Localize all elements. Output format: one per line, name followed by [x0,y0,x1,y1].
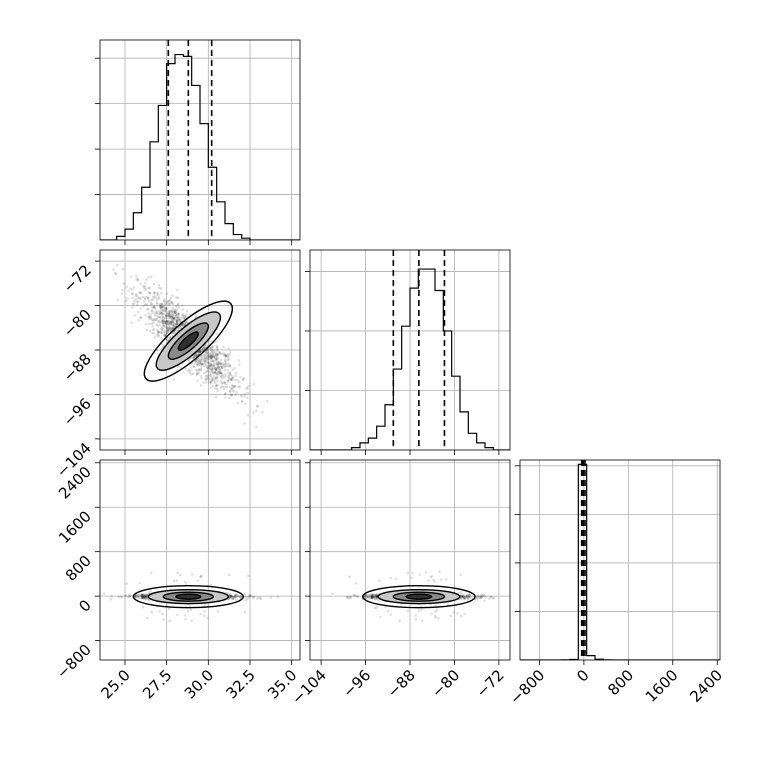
x-tick-label: 25.0 [97,666,133,702]
density-layer [102,571,280,623]
y-tick-label: 1600 [55,507,95,547]
x-tick-label: −96 [339,666,374,701]
x-tick-label: −104 [288,666,330,708]
histogram-step-line [520,463,720,660]
contour-level-0 [143,300,234,382]
contour-level-0 [361,584,476,609]
density-layer [100,250,269,429]
panel-frame [309,459,511,661]
histogram-panel-2 [515,459,721,665]
histogram-step-line [310,268,510,450]
y-tick-label: −80 [60,306,95,341]
x-tick-label: −800 [506,666,548,708]
density-panel-1-2 [305,459,511,665]
histogram-step-line [100,53,300,240]
y-tick-label: −96 [60,395,95,430]
contour-level-3 [177,331,200,351]
x-tick-label: 27.5 [139,666,175,702]
x-tick-label: 32.5 [222,666,258,702]
y-tick-label: 0 [75,596,94,615]
x-tick-label: 30.0 [181,666,217,702]
histogram-panel-1 [305,249,511,455]
x-tick-label: −88 [384,666,419,701]
density-layer [331,570,510,623]
x-tick-label: −72 [473,666,508,701]
panel-frame [99,39,301,241]
y-tick-label: −72 [60,261,95,296]
density-panel-0-1 [95,249,301,455]
panel-frame [99,459,301,661]
histogram-panel-0 [95,39,301,245]
y-tick-label: −88 [60,350,95,385]
density-panel-0-2 [95,459,301,665]
x-tick-label: 800 [604,666,637,699]
y-tick-label: 800 [62,552,95,585]
x-tick-label: 1600 [642,666,682,706]
panel-frame [519,459,721,661]
y-tick-label: −800 [53,641,95,683]
x-tick-label: −80 [428,666,463,701]
contour-level-3 [405,593,433,600]
x-tick-label: 2400 [686,666,726,706]
panel-frame [309,249,511,451]
contour-level-3 [175,593,202,600]
contour-level-0 [132,584,245,609]
x-tick-label: 0 [573,666,592,685]
panel-frame [99,249,301,451]
scatter-points [100,250,269,429]
